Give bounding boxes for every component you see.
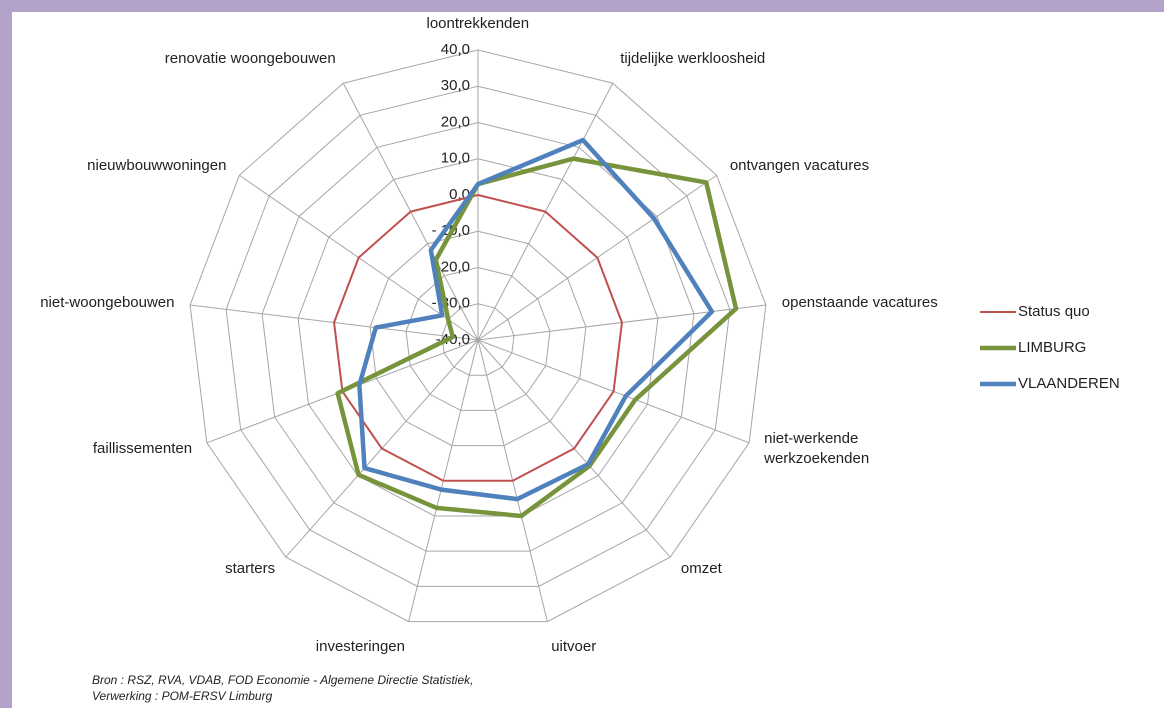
category-label: faillissementen [92, 439, 193, 457]
category-label: tijdelijke werkloosheid [620, 50, 766, 68]
category-label: renovatie woongebouwen [164, 50, 336, 68]
chart: -40,0- 30,0- 20,0- 10,00,010,020,030,040… [189, 41, 1120, 623]
source-note: Bron : RSZ, RVA, VDAB, FOD Economie - Al… [92, 672, 473, 704]
category-label: nieuwbouwwoningen [87, 157, 227, 175]
category-label: starters [225, 560, 276, 578]
category-label: ontvangen vacatures [729, 157, 870, 175]
grid-ring [405, 266, 551, 411]
note-line: Bron : RSZ, RVA, VDAB, FOD Economie - Al… [92, 673, 474, 687]
category-label: niet-werkende werkzoekenden [764, 429, 870, 467]
series-line [357, 137, 715, 502]
y-tick-label: 20,0 [441, 113, 470, 130]
y-tick-label: -40,0 [436, 331, 470, 348]
grid-ring [297, 158, 659, 517]
legend-label: VLAANDEREN [1018, 375, 1120, 392]
series-line [335, 156, 739, 519]
y-tick-label: 40,0 [441, 41, 470, 58]
category-label: uitvoer [551, 638, 597, 656]
grid-ring [189, 49, 767, 623]
category-label: omzet [680, 560, 722, 578]
legend-label: LIMBURG [1018, 339, 1086, 356]
category-label: openstaande vacatures [781, 294, 938, 312]
grid-ring [369, 230, 587, 447]
legend-label: Status quo [1018, 303, 1090, 320]
category-label: loontrekkenden [426, 15, 530, 32]
chart-panel: -40,0- 30,0- 20,0- 10,0 0,0 10,0 20,0 30,0 40… [12, 12, 1164, 708]
note-line: Verwerking : POM-ERSV Limburg [92, 689, 273, 703]
category-label: niet-woongebouwen [40, 294, 175, 312]
series-line [333, 194, 623, 482]
y-tick-label: 30,0 [441, 77, 470, 94]
y-tick-label: 10,0 [441, 150, 470, 167]
y-tick-label: - 20,0 [432, 258, 470, 275]
category-label: investeringen [315, 638, 405, 656]
grid-ring [225, 85, 731, 587]
